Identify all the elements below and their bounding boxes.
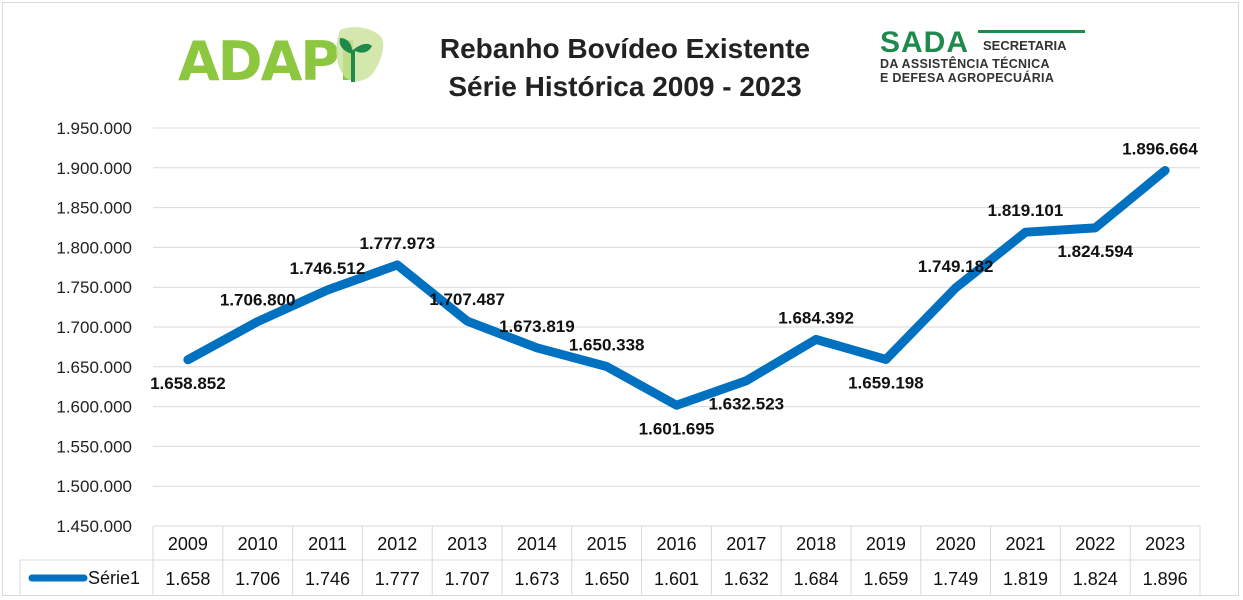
- y-tick-label: 1.800.000: [56, 238, 132, 257]
- data-label: 1.746.512: [290, 259, 366, 278]
- data-point: [1164, 169, 1167, 172]
- data-point: [884, 358, 887, 361]
- y-tick-label: 1.650.000: [56, 358, 132, 377]
- title-line-1: Rebanho Bovídeo Existente: [439, 33, 811, 64]
- x-category-label: 2011: [308, 534, 347, 554]
- sada-logo-secretaria: SECRETARIA: [983, 38, 1067, 53]
- table-value-cell: 1.659: [863, 569, 908, 589]
- y-tick-label: 1.500.000: [56, 477, 132, 496]
- data-point: [535, 346, 538, 349]
- data-point: [256, 320, 259, 323]
- data-label: 1.706.800: [220, 291, 296, 310]
- sada-logo-text: SADA: [880, 26, 970, 59]
- sada-logo-rule: [978, 30, 1085, 33]
- x-category-label: 2016: [656, 534, 696, 554]
- table-value-cell: 1.896: [1143, 569, 1188, 589]
- data-label: 1.673.819: [499, 317, 575, 336]
- data-label: 1.684.392: [778, 308, 854, 327]
- y-tick-label: 1.700.000: [56, 318, 132, 337]
- chart-title: Rebanho Bovídeo Existente Série Históric…: [400, 30, 850, 106]
- table-value-cell: 1.673: [514, 569, 559, 589]
- table-value-cell: 1.746: [305, 569, 350, 589]
- data-point: [815, 338, 818, 341]
- y-axis: 1.450.000 1.500.000 1.550.000 1.600.000 1.65…: [56, 119, 132, 536]
- data-point: [1094, 226, 1097, 229]
- y-tick-label: 1.850.000: [56, 199, 132, 218]
- table-value-cell: 1.707: [445, 569, 490, 589]
- x-category-label: 2013: [447, 534, 487, 554]
- x-category-label: 2017: [726, 534, 766, 554]
- x-category-label: 2023: [1145, 534, 1185, 554]
- data-label: 1.707.487: [429, 290, 505, 309]
- data-label: 1.658.852: [150, 374, 226, 393]
- adapi-logo-wordmark: ADAPI: [178, 30, 358, 93]
- data-label: 1.601.695: [639, 419, 715, 438]
- table-value-cell: 1.658: [165, 569, 210, 589]
- data-table: 2009 1.658 2010 1.706 2011 1.746 2012 1.777 2013…: [19, 526, 1201, 596]
- y-tick-label: 1.450.000: [56, 517, 132, 536]
- series-line-group: [183, 165, 1170, 410]
- data-point: [605, 365, 608, 368]
- x-category-label: 2018: [796, 534, 836, 554]
- data-label: 1.819.101: [988, 201, 1064, 220]
- data-label: 1.650.338: [569, 336, 645, 355]
- x-category-label: 2010: [238, 534, 278, 554]
- data-point: [954, 286, 957, 289]
- adapi-logo-text: ADAPI: [178, 30, 358, 93]
- x-category-label: 2021: [1005, 534, 1045, 554]
- gridlines: [153, 127, 1200, 527]
- data-label: 1.632.523: [708, 395, 784, 414]
- y-tick-label: 1.950.000: [56, 119, 132, 138]
- data-label: 1.896.664: [1122, 139, 1198, 158]
- y-tick-label: 1.600.000: [56, 398, 132, 417]
- legend-label: Série1: [88, 568, 140, 588]
- data-point: [326, 288, 329, 291]
- table-value-cell: 1.819: [1003, 569, 1048, 589]
- x-category-label: 2015: [587, 534, 627, 554]
- data-point: [675, 404, 678, 407]
- data-label: 1.659.198: [848, 373, 924, 392]
- sada-logo-line-2: E DEFESA AGROPECUÁRIA: [880, 71, 1055, 85]
- title-line-2: Série Histórica 2009 - 2023: [448, 71, 802, 102]
- table-value-cell: 1.706: [235, 569, 280, 589]
- data-point: [396, 263, 399, 266]
- sada-logo: SADA SECRETARIA DA ASSISTÊNCIA TÉCNICA E…: [880, 26, 1100, 88]
- table-value-cell: 1.749: [933, 569, 978, 589]
- table-value-cell: 1.601: [654, 569, 699, 589]
- table-value-cell: 1.650: [584, 569, 629, 589]
- data-point: [745, 379, 748, 382]
- table-value-cell: 1.824: [1073, 569, 1118, 589]
- y-tick-label: 1.900.000: [56, 159, 132, 178]
- table-value-cell: 1.684: [794, 569, 839, 589]
- y-tick-label: 1.550.000: [56, 437, 132, 456]
- data-label: 1.777.973: [359, 234, 435, 253]
- x-category-label: 2012: [377, 534, 417, 554]
- table-value-cell: 1.777: [375, 569, 420, 589]
- data-labels: 1.658.852 1.706.800 1.746.512 1.777.973 1.70…: [150, 139, 1198, 438]
- data-label: 1.824.594: [1057, 242, 1133, 261]
- x-category-label: 2014: [517, 534, 557, 554]
- y-tick-label: 1.750.000: [56, 278, 132, 297]
- x-category-label: 2020: [936, 534, 976, 554]
- x-category-label: 2022: [1075, 534, 1115, 554]
- x-category-label: 2009: [168, 534, 208, 554]
- plant-icon: [336, 27, 384, 82]
- data-label: 1.749.182: [918, 257, 994, 276]
- sada-logo-line-1: DA ASSISTÊNCIA TÉCNICA: [880, 57, 1050, 71]
- adapi-logo: ADAPI: [178, 22, 388, 102]
- x-category-label: 2019: [866, 534, 906, 554]
- data-point: [186, 358, 189, 361]
- data-point: [466, 320, 469, 323]
- data-point: [1024, 231, 1027, 234]
- table-value-cell: 1.632: [724, 569, 769, 589]
